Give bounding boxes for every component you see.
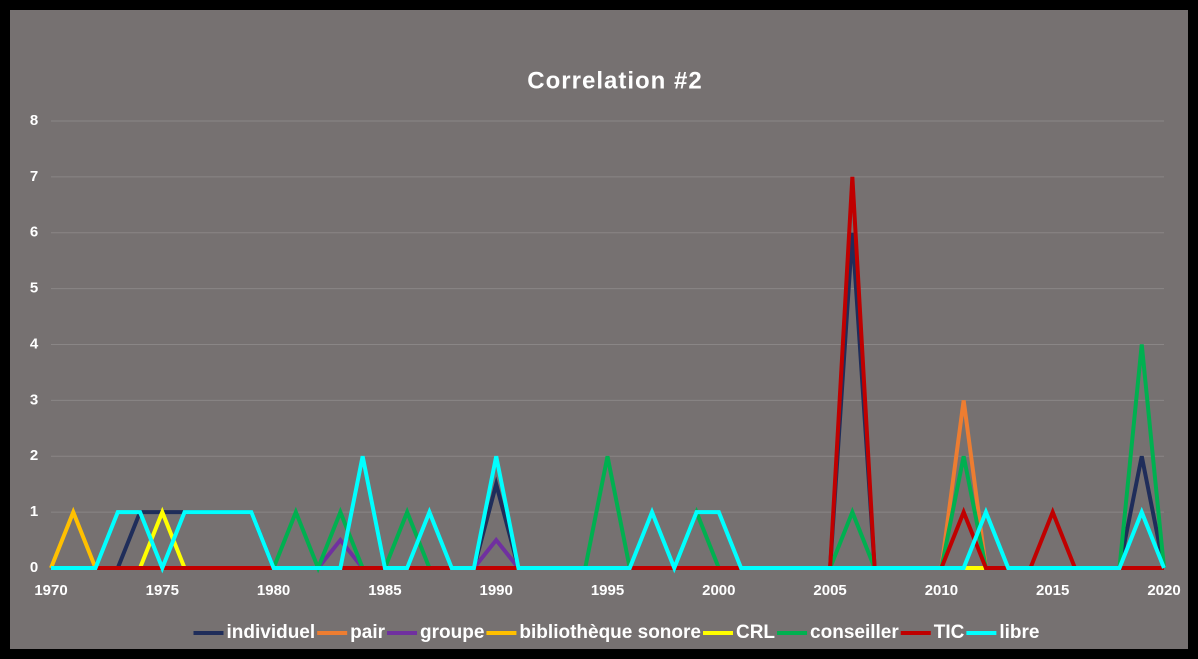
x-tick-label: 2015 — [1036, 582, 1069, 599]
x-tick-label: 2000 — [702, 582, 735, 599]
y-tick-label: 7 — [30, 168, 38, 185]
x-tick-label: 1980 — [257, 582, 290, 599]
y-tick-label: 3 — [30, 391, 38, 408]
x-tick-label: 2010 — [925, 582, 958, 599]
y-tick-label: 2 — [30, 447, 38, 464]
legend-label: TIC — [934, 622, 965, 643]
x-tick-label: 1970 — [34, 582, 67, 599]
legend-label: conseiller — [810, 622, 899, 643]
x-tick-label: 1995 — [591, 582, 624, 599]
y-tick-label: 0 — [30, 559, 38, 576]
legend-label: CRL — [736, 622, 775, 643]
x-tick-label: 1990 — [480, 582, 513, 599]
legend-label: bibliothèque sonore — [519, 622, 701, 643]
chart-title: Correlation #2 — [527, 67, 702, 94]
x-tick-label: 1975 — [146, 582, 179, 599]
legend-label: individuel — [226, 622, 315, 643]
y-tick-label: 4 — [30, 335, 39, 352]
y-tick-label: 6 — [30, 224, 38, 241]
legend-label: pair — [350, 622, 385, 643]
legend-label: groupe — [420, 622, 484, 643]
series-line — [51, 455, 1166, 574]
y-tick-label: 1 — [30, 503, 38, 520]
y-tick-label: 8 — [30, 112, 38, 129]
x-tick-label: 1985 — [368, 582, 401, 599]
legend-label: libre — [999, 622, 1039, 643]
y-tick-label: 5 — [30, 280, 38, 297]
x-tick-label: 2020 — [1147, 582, 1180, 599]
x-tick-label: 2005 — [813, 582, 846, 599]
